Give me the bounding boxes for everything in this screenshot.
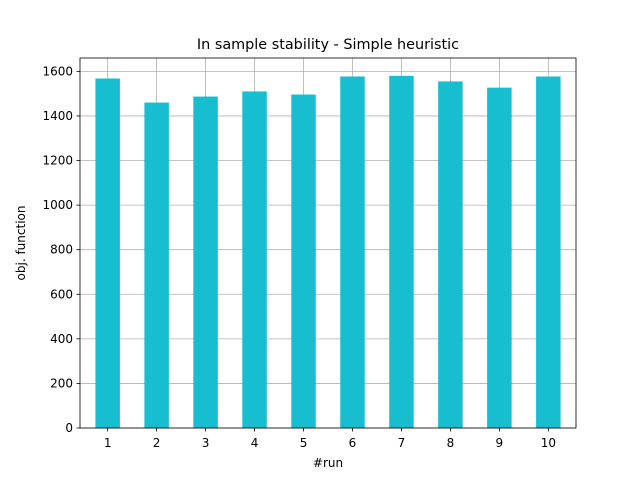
y-tick-label: 1000 <box>42 198 73 212</box>
x-tick-label: 6 <box>349 436 357 450</box>
axes: 0 200 400 600 800 1000 1200 1400 1600 1 2 3 4 5 6 7 8 9 10 <box>42 57 577 450</box>
x-tick-label: 4 <box>251 436 259 450</box>
y-tick-label: 400 <box>50 332 73 346</box>
bar-run-10 <box>536 76 561 428</box>
y-axis-label: obj. function <box>14 206 28 281</box>
bar-run-7 <box>389 75 414 428</box>
plot-frame <box>79 57 577 429</box>
y-tick-label: 0 <box>65 421 73 435</box>
y-tick-label: 600 <box>50 287 73 301</box>
y-tick-label: 1400 <box>42 109 73 123</box>
x-tick-label: 7 <box>398 436 406 450</box>
x-tick-label: 5 <box>300 436 308 450</box>
y-tick-label: 200 <box>50 376 73 390</box>
bar-run-8 <box>438 81 463 428</box>
bar-run-2 <box>144 102 169 429</box>
bar-run-6 <box>340 76 365 428</box>
y-tick-label: 1600 <box>42 64 73 78</box>
x-tick-label: 1 <box>104 436 112 450</box>
bar-run-4 <box>242 91 267 428</box>
x-tick-label: 2 <box>153 436 161 450</box>
x-axis-label: #run <box>313 456 343 470</box>
bar-run-9 <box>487 87 512 428</box>
bar-run-5 <box>291 94 316 429</box>
bar-run-1 <box>95 78 120 428</box>
x-tick-label: 9 <box>496 436 504 450</box>
bar-run-3 <box>193 96 218 428</box>
y-tick-label: 1200 <box>42 154 73 168</box>
bars <box>95 75 561 429</box>
x-tick-label: 10 <box>541 436 556 450</box>
x-tick-label: 8 <box>447 436 455 450</box>
chart-title: In sample stability - Simple heuristic <box>197 37 459 53</box>
y-tick-label: 800 <box>50 243 73 257</box>
x-tick-label: 3 <box>202 436 210 450</box>
